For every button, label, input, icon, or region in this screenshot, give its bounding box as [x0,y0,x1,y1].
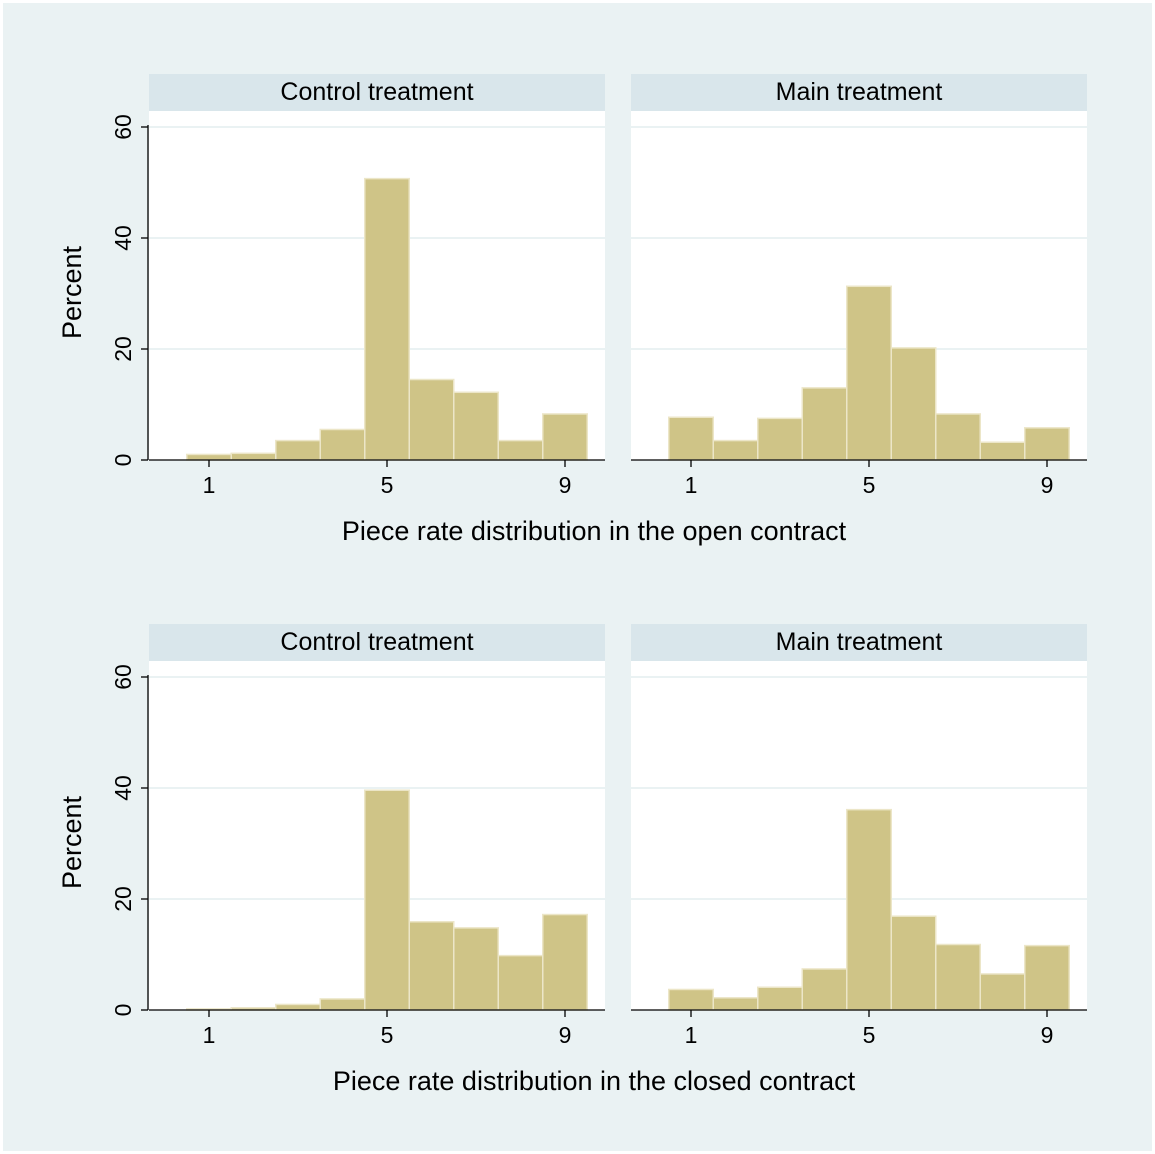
bar-8 [979,973,1026,1011]
bar-6 [408,921,455,1011]
y-tick-label: 40 [110,775,136,801]
open-contract-x-title: Piece rate distribution in the open cont… [342,516,847,546]
bar-6 [408,378,455,461]
x-tick-label: 1 [685,1022,698,1048]
bar-2 [230,452,277,461]
bar-5 [364,789,410,1011]
bar-5 [846,808,892,1011]
x-tick-label: 5 [863,1022,876,1048]
bar-2 [712,997,759,1011]
panel-strip [149,74,605,111]
figure: Control treatment 1 5 9 0 20 40 60 Percent Main t… [3,3,1152,1151]
bar-7 [935,943,981,1011]
bar-7 [935,413,981,461]
x-tick-label: 9 [1041,1022,1054,1048]
bar-6 [890,347,937,461]
bar-4 [801,968,848,1011]
x-tick-label: 5 [381,472,394,498]
bar-8 [979,441,1026,461]
y-axis-title: Percent [57,795,87,889]
bar-8 [497,439,544,461]
bar-1 [186,453,232,461]
panel-strip [149,624,605,661]
bar-3 [757,986,803,1011]
bar-7 [453,927,499,1011]
bar-9 [542,913,588,1011]
bar-9 [542,413,588,461]
bar-1 [668,988,714,1011]
bar-5 [846,285,892,461]
x-tick-label: 1 [685,472,698,498]
bar-1 [668,416,714,461]
x-tick-label: 5 [381,1022,394,1048]
panel-bottom-right: Main treatment 1 5 9 [631,624,1087,1048]
bar-6 [890,915,937,1011]
panel-title: Control treatment [280,628,473,656]
x-tick-label: 5 [863,472,876,498]
y-tick-label: 20 [110,336,136,362]
bar-4 [319,998,366,1011]
bar-5 [364,177,410,461]
x-tick-label: 1 [203,1022,216,1048]
bar-3 [275,1003,321,1011]
y-tick-label: 40 [110,225,136,251]
panel-top-left: Control treatment 1 5 9 0 20 40 60 Percent [57,74,605,498]
panel-title: Main treatment [776,78,943,106]
panel-strip [631,624,1087,661]
panel-title: Main treatment [776,628,943,656]
bar-9 [1024,427,1070,461]
panel-bottom-left: Control treatment 1 5 9 0 20 40 60 Percent [57,624,605,1048]
y-tick-label: 0 [110,454,136,467]
bar-3 [757,417,803,461]
bar-2 [712,439,759,461]
y-tick-label: 0 [110,1004,136,1017]
bar-4 [319,428,366,461]
chart-svg: Control treatment 1 5 9 0 20 40 60 Percent Main t… [57,74,1087,1096]
x-tick-label: 9 [1041,472,1054,498]
y-tick-label: 20 [110,886,136,912]
bar-4 [801,387,848,461]
closed-contract-x-title: Piece rate distribution in the closed co… [333,1066,856,1096]
bar-3 [275,439,321,461]
y-tick-label: 60 [110,114,136,140]
y-axis-title: Percent [57,245,87,339]
panel-strip [631,74,1087,111]
bar-9 [1024,944,1070,1011]
panel-layer: Control treatment 1 5 9 0 20 40 60 Percent Main t… [57,74,1087,1048]
panel-title: Control treatment [280,78,473,106]
bar-8 [497,954,544,1011]
bar-7 [453,391,499,461]
x-tick-label: 9 [559,1022,572,1048]
y-tick-label: 60 [110,664,136,690]
x-tick-label: 1 [203,472,216,498]
panel-top-right: Main treatment 1 5 9 [631,74,1087,498]
x-tick-label: 9 [559,472,572,498]
